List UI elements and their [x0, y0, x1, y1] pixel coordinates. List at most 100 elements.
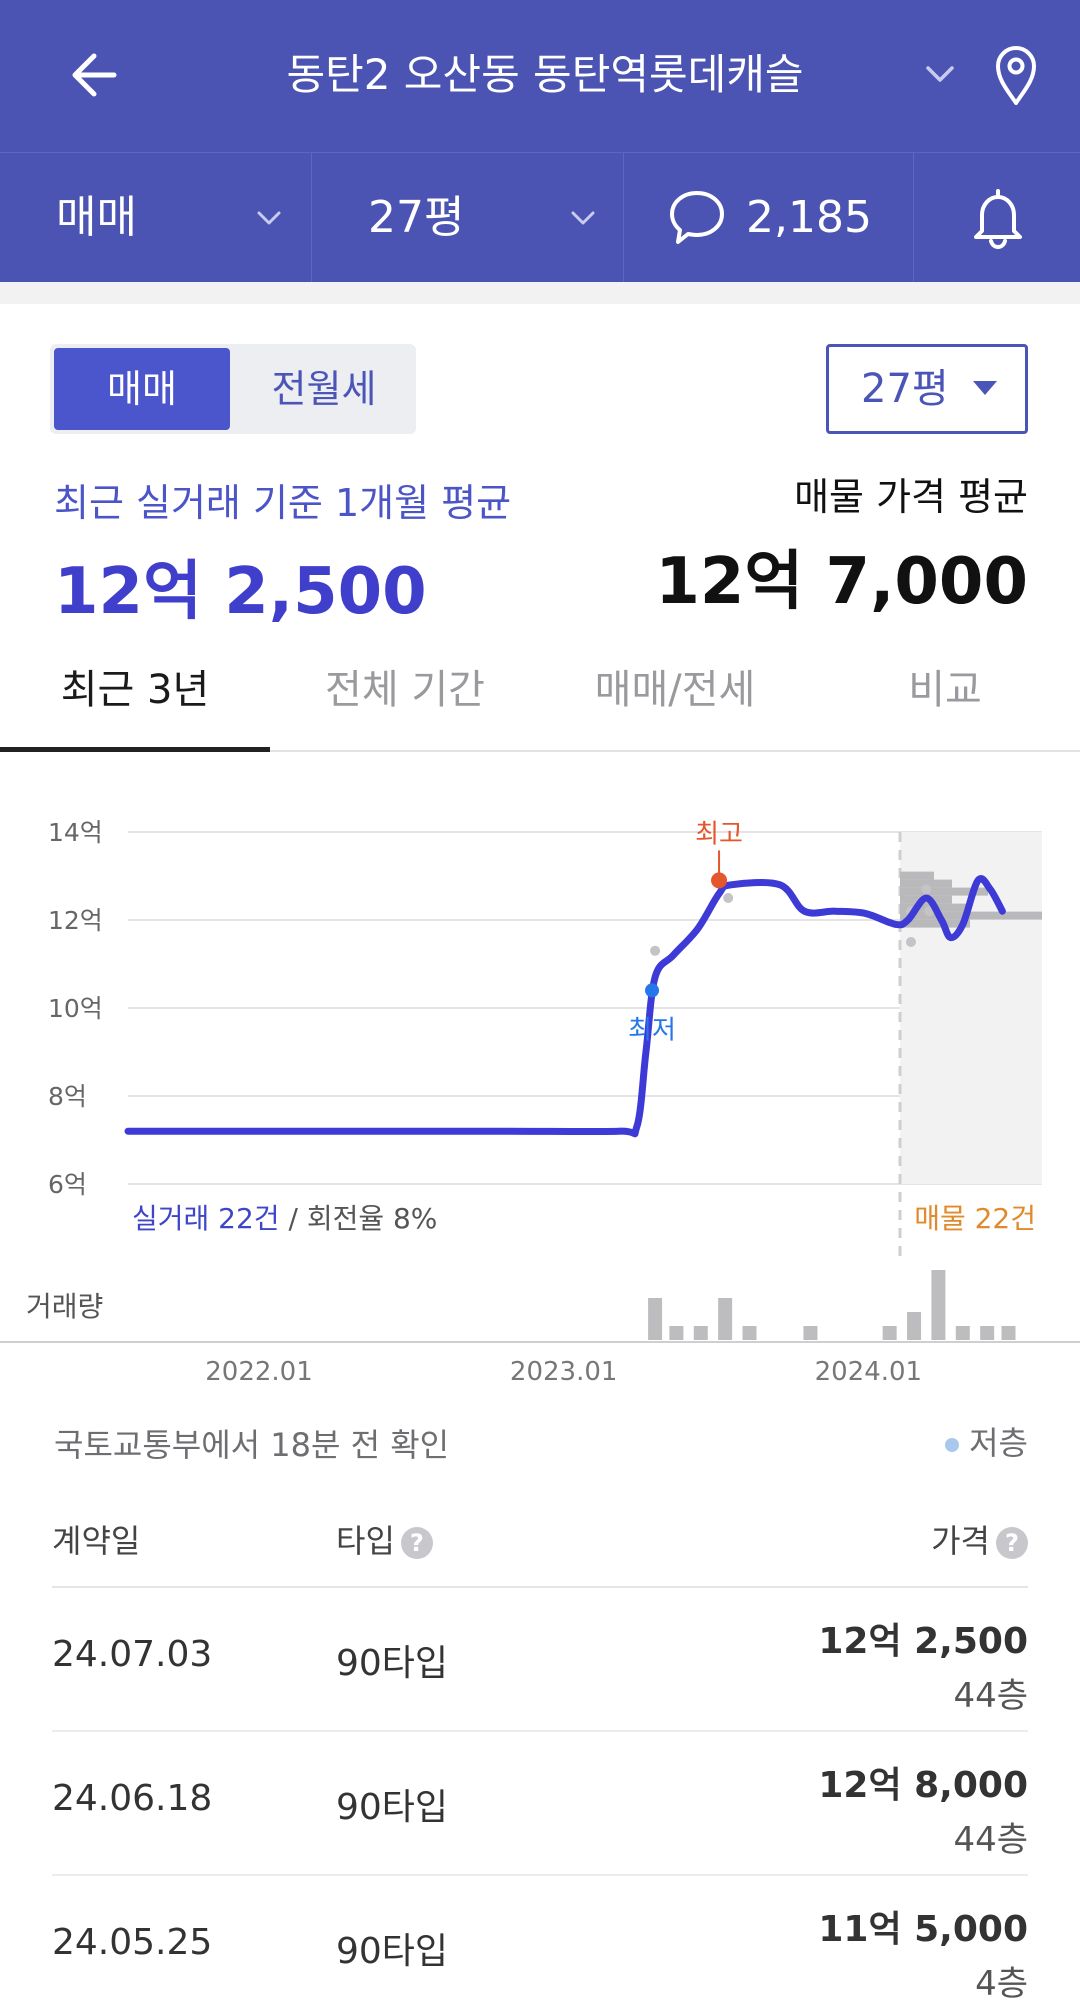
- row-floor: 44층: [953, 1676, 1028, 1716]
- size-select-label: 27평: [861, 366, 949, 412]
- listing-distribution-bar: [900, 919, 970, 928]
- trade-point: [723, 893, 734, 903]
- comments-button[interactable]: 2,185: [624, 153, 914, 283]
- row-floor: 4층: [975, 1964, 1028, 2004]
- alert-button[interactable]: [914, 153, 1080, 283]
- row-type: 90타입: [336, 1787, 449, 1828]
- legend-label: 저층: [969, 1424, 1028, 1462]
- volume-bar: [1001, 1326, 1016, 1340]
- listing-distribution-bar: [900, 887, 988, 896]
- volume-bar: [980, 1326, 995, 1340]
- top-app-bar: 동탄2 오산동 동탄역롯데캐슬: [0, 0, 1080, 152]
- recent-average-label: 최근 실거래 기준 1개월 평균: [54, 481, 512, 525]
- volume-bar: [648, 1298, 663, 1340]
- chevron-down-icon[interactable]: [920, 56, 960, 92]
- x-tick-label: 2023.01: [510, 1357, 618, 1387]
- turnover-label: / 회전율 8%: [280, 1202, 438, 1235]
- column-price: 가격?: [931, 1516, 1028, 1562]
- question-circle-icon[interactable]: ?: [400, 1527, 433, 1559]
- y-tick-label: 14억: [48, 818, 103, 847]
- size-dropdown[interactable]: 27평: [312, 153, 624, 283]
- speech-bubble-icon: [670, 191, 724, 244]
- trade-count-label: 실거래 22건: [132, 1202, 280, 1235]
- legend-dot-icon: [945, 1438, 960, 1452]
- size-select[interactable]: 27평: [826, 344, 1028, 434]
- section-divider: [0, 282, 1080, 304]
- column-price-label: 가격: [931, 1522, 990, 1560]
- listing-average-label: 매물 가격 평균: [794, 475, 1028, 519]
- question-circle-icon[interactable]: ?: [996, 1527, 1028, 1559]
- trade-summary: 실거래 22건 / 회전율 8%: [132, 1202, 437, 1235]
- low-marker: [645, 983, 660, 998]
- listing-average-value: 12억 7,000: [655, 545, 1028, 619]
- volume-bar: [742, 1326, 757, 1340]
- volume-bar: [803, 1326, 818, 1340]
- volume-bar: [907, 1312, 922, 1340]
- volume-bar: [931, 1270, 946, 1340]
- chevron-down-icon: [257, 211, 281, 225]
- volume-bar: [693, 1326, 708, 1340]
- x-tick-label: 2022.01: [205, 1357, 313, 1387]
- tab-compare[interactable]: 비교: [908, 667, 982, 713]
- bell-icon: [974, 189, 1022, 249]
- column-type-label: 타입: [336, 1522, 395, 1560]
- volume-bar: [882, 1326, 897, 1340]
- legend-low-floor: 저층: [945, 1418, 1028, 1464]
- deal-type-toggle: 매매 전월세: [50, 344, 416, 434]
- table-row[interactable]: 24.07.03 90타입 12억 2,500 44층: [52, 1588, 1028, 1732]
- listing-distribution-bar: [900, 911, 1042, 920]
- high-marker: [711, 872, 728, 889]
- column-type: 타입?: [336, 1516, 433, 1562]
- page-title[interactable]: 동탄2 오산동 동탄역롯데캐슬: [286, 50, 804, 99]
- y-tick-label: 8억: [48, 1082, 87, 1111]
- row-date: 24.07.03: [52, 1634, 213, 1675]
- listing-distribution-bar: [900, 871, 934, 880]
- caret-down-icon: [973, 381, 997, 395]
- column-date: 계약일: [52, 1522, 141, 1560]
- chevron-down-icon: [571, 211, 595, 225]
- recent-average-value: 12억 2,500: [54, 555, 427, 629]
- y-tick-label: 12억: [48, 906, 103, 935]
- map-pin-icon[interactable]: [992, 42, 1040, 108]
- listing-distribution-bar: [900, 879, 952, 888]
- tab-all-period[interactable]: 전체 기간: [325, 667, 485, 713]
- row-date: 24.05.25: [52, 1922, 213, 1963]
- high-label: 최고: [695, 819, 743, 849]
- trade-point: [905, 937, 916, 947]
- x-tick-label: 2024.01: [815, 1357, 923, 1387]
- row-price: 12억 8,000: [818, 1765, 1028, 1806]
- toggle-rent[interactable]: 전월세: [271, 367, 377, 411]
- volume-bar: [669, 1326, 684, 1340]
- size-label: 27평: [368, 192, 465, 243]
- listing-count-label: 매물 22건: [914, 1202, 1036, 1235]
- volume-bar: [718, 1298, 733, 1340]
- filter-bar: 매매 27평 2,185: [0, 152, 1080, 283]
- deal-type-dropdown[interactable]: 매매: [0, 153, 312, 283]
- row-price: 11억 5,000: [818, 1909, 1028, 1950]
- table-row[interactable]: 24.06.18 90타입 12억 8,000 44층: [52, 1732, 1028, 1876]
- volume-bar: [955, 1326, 970, 1340]
- price-series-line: [124, 875, 1006, 1138]
- row-floor: 44층: [953, 1820, 1028, 1860]
- table-row[interactable]: 24.05.25 90타입 11억 5,000 4층: [52, 1876, 1028, 2012]
- low-label: 최저: [628, 1015, 676, 1045]
- y-tick-label: 6억: [48, 1170, 87, 1199]
- toggle-sale[interactable]: 매매: [54, 348, 230, 430]
- y-tick-label: 10억: [48, 994, 103, 1023]
- comment-count: 2,185: [746, 192, 872, 243]
- trade-point: [650, 945, 661, 956]
- row-type: 90타입: [336, 1931, 449, 1972]
- deal-type-label: 매매: [56, 192, 137, 243]
- tab-sale-vs-jeonse[interactable]: 매매/전세: [594, 667, 756, 713]
- row-type: 90타입: [336, 1643, 449, 1684]
- table-header: 계약일 타입? 가격?: [52, 1506, 1028, 1588]
- tab-recent-3y[interactable]: 최근 3년: [0, 640, 270, 752]
- row-price: 12억 2,500: [818, 1621, 1028, 1662]
- arrow-left-icon[interactable]: [62, 40, 132, 110]
- row-date: 24.06.18: [52, 1778, 213, 1819]
- period-tabs: 최근 3년 전체 기간 매매/전세 비교: [0, 640, 1080, 752]
- trade-point: [921, 884, 932, 895]
- volume-axis-label: 거래량: [26, 1290, 103, 1323]
